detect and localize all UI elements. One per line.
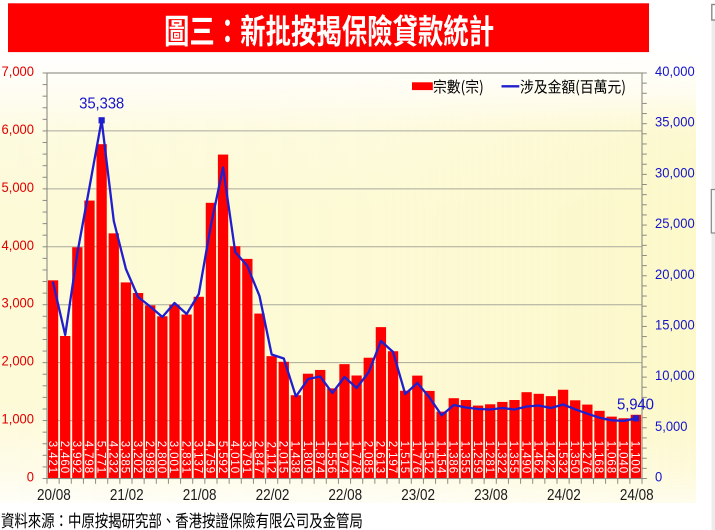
svg-text:1,040: 1,040 <box>616 441 628 474</box>
svg-text:3,992: 3,992 <box>70 441 82 474</box>
svg-text:35,000: 35,000 <box>655 114 695 130</box>
svg-text:2,085: 2,085 <box>361 441 373 474</box>
svg-text:21/02: 21/02 <box>110 487 144 504</box>
svg-text:2,000: 2,000 <box>1 353 34 369</box>
svg-text:1,512: 1,512 <box>422 441 434 474</box>
svg-text:1,259: 1,259 <box>471 441 483 474</box>
svg-text:23/02: 23/02 <box>401 487 435 504</box>
svg-text:1,322: 1,322 <box>495 441 507 474</box>
svg-text:1,438: 1,438 <box>289 441 301 474</box>
svg-text:1,350: 1,350 <box>568 441 580 474</box>
svg-text:30,000: 30,000 <box>655 165 695 181</box>
svg-text:2,112: 2,112 <box>264 442 276 474</box>
svg-text:3,001: 3,001 <box>167 441 179 474</box>
svg-text:2,800: 2,800 <box>155 441 167 474</box>
svg-text:40,000: 40,000 <box>655 64 695 80</box>
svg-text:1,000: 1,000 <box>1 411 34 427</box>
svg-text:21/08: 21/08 <box>183 487 217 504</box>
svg-text:22/08: 22/08 <box>328 487 362 504</box>
svg-text:1,490: 1,490 <box>519 441 531 474</box>
svg-text:1,532: 1,532 <box>556 441 568 474</box>
svg-text:1,776: 1,776 <box>410 441 422 474</box>
svg-text:2,989: 2,989 <box>143 441 155 474</box>
svg-text:1,168: 1,168 <box>592 441 604 474</box>
svg-text:1,276: 1,276 <box>580 441 592 474</box>
svg-text:2,847: 2,847 <box>252 441 264 474</box>
svg-text:2,197: 2,197 <box>386 441 398 474</box>
svg-text:10,000: 10,000 <box>655 368 695 384</box>
svg-text:1,874: 1,874 <box>313 441 325 474</box>
svg-text:3,791: 3,791 <box>240 441 252 474</box>
svg-text:1,355: 1,355 <box>507 441 519 474</box>
svg-text:1,778: 1,778 <box>349 441 361 474</box>
svg-text:24/08: 24/08 <box>620 487 654 504</box>
svg-text:1,068: 1,068 <box>604 441 616 474</box>
svg-text:20/08: 20/08 <box>37 487 71 504</box>
svg-text:1,556: 1,556 <box>325 441 337 474</box>
svg-text:5,000: 5,000 <box>1 179 34 195</box>
svg-text:4,000: 4,000 <box>1 237 34 253</box>
svg-text:20,000: 20,000 <box>655 266 695 282</box>
svg-text:35,338: 35,338 <box>79 95 124 113</box>
svg-text:6,000: 6,000 <box>1 121 34 137</box>
svg-text:7,000: 7,000 <box>1 64 34 80</box>
svg-text:4,798: 4,798 <box>82 441 94 474</box>
svg-text:1,100: 1,100 <box>629 441 641 474</box>
svg-text:4,759: 4,759 <box>204 441 216 474</box>
svg-text:2,015: 2,015 <box>276 441 288 474</box>
svg-text:1,515: 1,515 <box>398 441 410 474</box>
svg-text:4,232: 4,232 <box>106 441 118 474</box>
svg-text:22/02: 22/02 <box>256 487 290 504</box>
svg-text:1,462: 1,462 <box>531 441 543 474</box>
svg-text:1,386: 1,386 <box>446 441 458 474</box>
svg-text:1,809: 1,809 <box>301 441 313 474</box>
svg-text:25,000: 25,000 <box>655 216 695 232</box>
svg-text:3,421: 3,421 <box>46 441 58 474</box>
svg-text:1,154: 1,154 <box>434 441 446 474</box>
svg-text:3,385: 3,385 <box>119 441 131 474</box>
svg-text:4,010: 4,010 <box>228 441 240 474</box>
svg-text:2,460: 2,460 <box>58 441 70 474</box>
svg-text:1,355: 1,355 <box>459 441 471 474</box>
svg-text:5,000: 5,000 <box>655 418 688 434</box>
svg-text:2,613: 2,613 <box>374 441 386 474</box>
svg-text:3,000: 3,000 <box>1 295 34 311</box>
svg-text:5,592: 5,592 <box>216 441 228 474</box>
svg-text:0: 0 <box>27 469 34 485</box>
svg-text:15,000: 15,000 <box>655 317 695 333</box>
svg-text:24/02: 24/02 <box>547 487 581 504</box>
svg-text:3,202: 3,202 <box>131 441 143 474</box>
svg-text:23/08: 23/08 <box>474 487 508 504</box>
svg-text:2,831: 2,831 <box>179 441 191 474</box>
svg-text:3,137: 3,137 <box>191 441 203 474</box>
svg-text:1,281: 1,281 <box>483 441 495 474</box>
svg-text:1,974: 1,974 <box>337 441 349 474</box>
svg-text:5,940: 5,940 <box>617 396 654 414</box>
svg-text:1,422: 1,422 <box>544 441 556 474</box>
svg-text:0: 0 <box>655 469 662 485</box>
svg-text:5,771: 5,771 <box>94 441 106 474</box>
